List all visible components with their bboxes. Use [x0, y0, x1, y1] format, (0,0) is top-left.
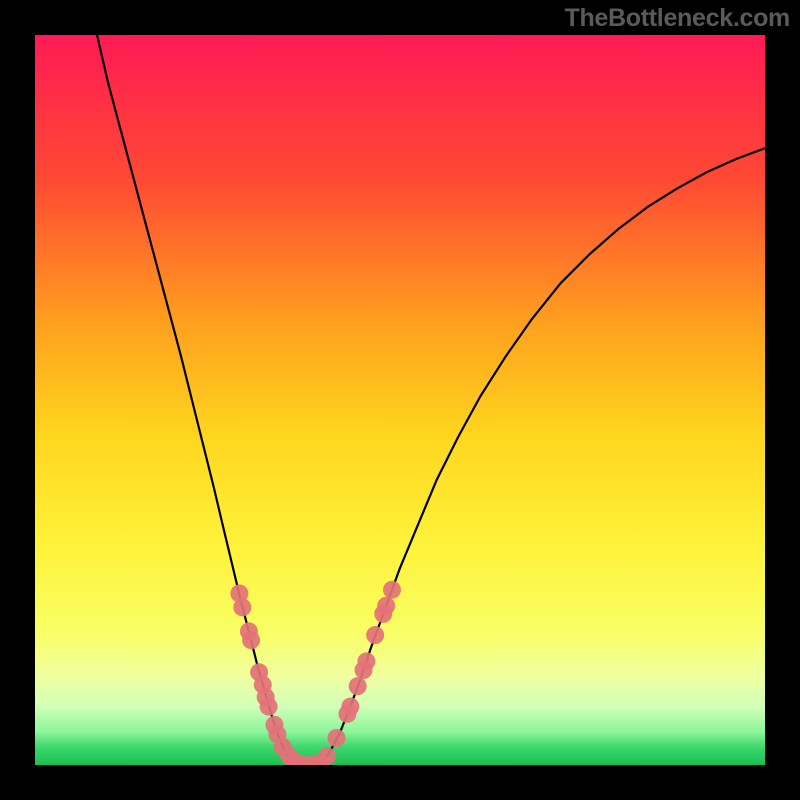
data-marker	[377, 597, 395, 615]
chart-frame: TheBottleneck.com	[0, 0, 800, 800]
data-marker	[233, 598, 251, 616]
data-marker	[327, 729, 345, 747]
chart-svg	[0, 0, 800, 800]
plot-background	[35, 35, 765, 765]
data-marker	[260, 698, 278, 716]
data-marker	[341, 698, 359, 716]
watermark-text: TheBottleneck.com	[564, 4, 790, 33]
data-marker	[349, 677, 367, 695]
data-marker	[242, 631, 260, 649]
data-marker	[357, 652, 375, 670]
data-marker	[366, 626, 384, 644]
data-marker	[383, 581, 401, 599]
data-marker	[318, 747, 336, 765]
